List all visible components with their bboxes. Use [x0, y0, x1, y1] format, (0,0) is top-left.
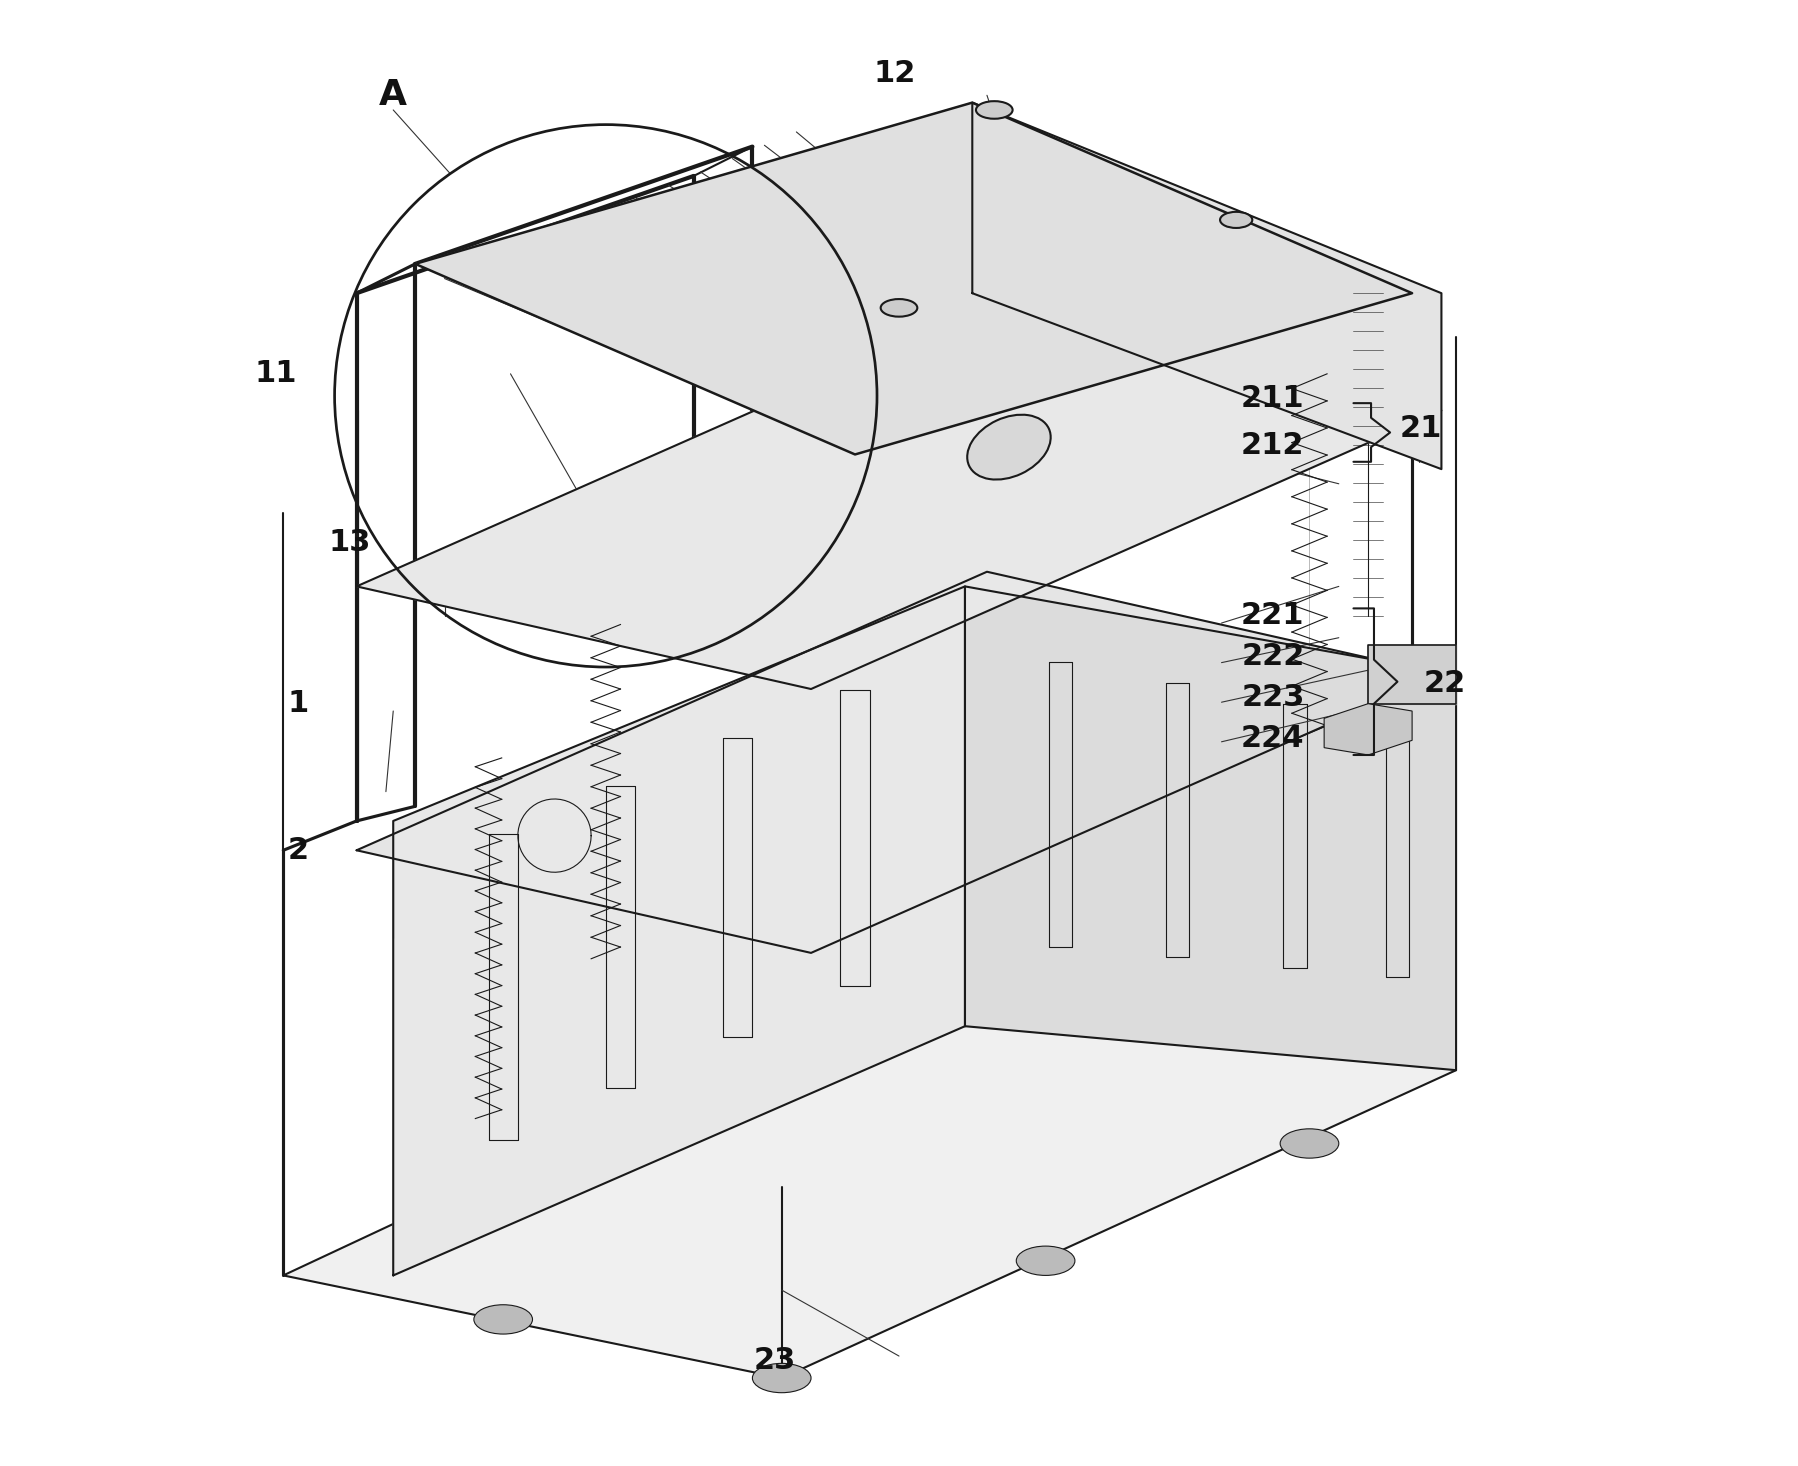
Polygon shape	[973, 103, 1442, 469]
Text: A: A	[379, 78, 406, 113]
Text: 13: 13	[327, 528, 370, 557]
Polygon shape	[284, 953, 1456, 1378]
Text: 222: 222	[1241, 642, 1305, 671]
Ellipse shape	[1280, 1129, 1340, 1158]
Polygon shape	[1323, 704, 1411, 755]
Polygon shape	[394, 586, 966, 1275]
Ellipse shape	[1016, 1246, 1075, 1275]
Text: 21: 21	[1399, 413, 1442, 443]
Text: 223: 223	[1241, 683, 1305, 712]
Ellipse shape	[752, 1363, 811, 1393]
Text: 12: 12	[874, 59, 915, 88]
Text: 23: 23	[753, 1346, 795, 1375]
Polygon shape	[356, 308, 1442, 689]
Text: 1: 1	[288, 689, 309, 718]
Text: 221: 221	[1241, 601, 1305, 630]
Text: 11: 11	[255, 359, 297, 388]
Polygon shape	[415, 103, 1411, 454]
Text: 2: 2	[288, 836, 309, 865]
Text: 22: 22	[1424, 668, 1465, 698]
Polygon shape	[356, 572, 1442, 953]
Ellipse shape	[976, 101, 1012, 119]
Text: 224: 224	[1241, 724, 1305, 754]
Ellipse shape	[881, 299, 917, 317]
Polygon shape	[1368, 645, 1456, 704]
Text: 212: 212	[1241, 431, 1305, 460]
Ellipse shape	[475, 1305, 532, 1334]
Ellipse shape	[967, 415, 1050, 479]
Ellipse shape	[1221, 211, 1251, 229]
Polygon shape	[966, 586, 1456, 1070]
Text: 211: 211	[1241, 384, 1305, 413]
